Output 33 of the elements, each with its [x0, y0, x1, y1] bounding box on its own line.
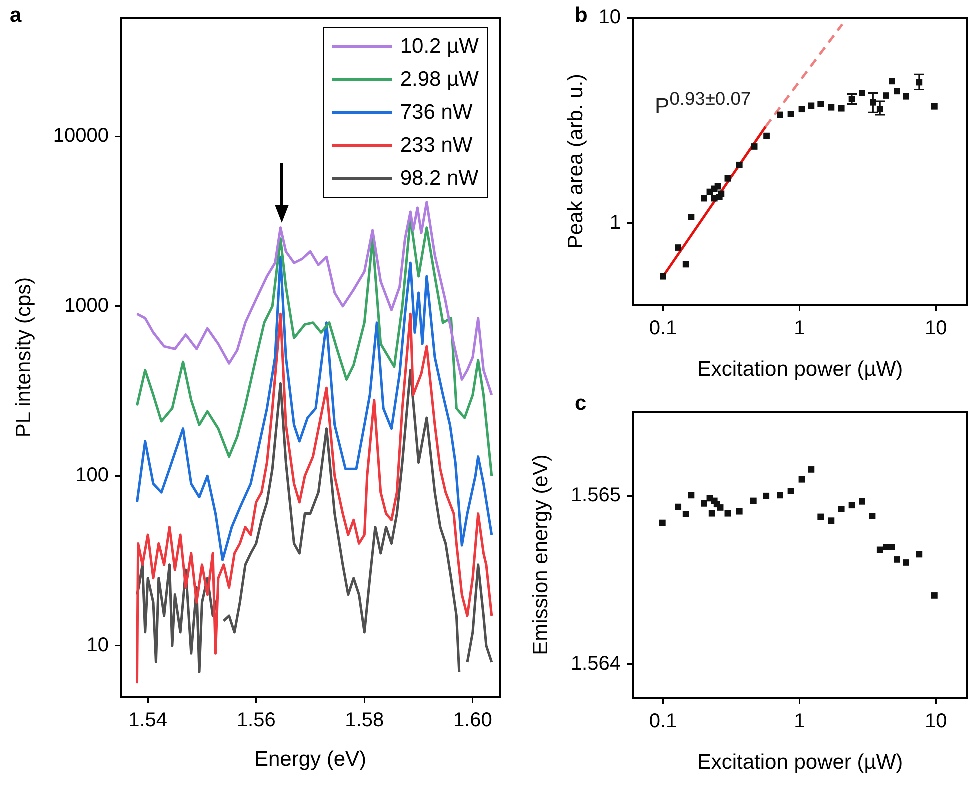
x-axis-title: Excitation power (µW): [697, 358, 904, 382]
x-tick-label: 0.1: [649, 318, 678, 340]
text: a: [10, 4, 22, 28]
legend-label: 233 nW: [400, 133, 473, 159]
y-tick-label: 10000: [53, 125, 109, 148]
y-tick-label: 1.565: [570, 484, 621, 507]
x-tick-label: 1.54: [128, 710, 168, 732]
legend-label: 736 nW: [400, 100, 473, 126]
x-axis-title: Excitation power (µW): [697, 751, 904, 774]
text: b: [575, 4, 588, 28]
y-tick-label: 1.564: [570, 652, 621, 675]
x-tick-label: 10: [924, 318, 948, 340]
text: c: [575, 392, 587, 416]
x-tick-label: 1: [794, 318, 806, 340]
x-tick-label: 1.60: [453, 710, 492, 732]
y-axis-title: Peak area (arb. u.): [564, 74, 588, 250]
y-tick-label: 1000: [64, 294, 109, 317]
y-axis-title: PL intensity (cps): [12, 277, 36, 438]
x-tick-label: 1.58: [345, 710, 384, 732]
y-axis-title: Emission energy (eV): [529, 454, 552, 656]
legend-label: 10.2 µW: [400, 34, 479, 60]
x-axis-title: Energy (eV): [254, 748, 367, 772]
legend-label: 98.2 nW: [400, 166, 479, 192]
legend-label: 2.98 µW: [400, 67, 479, 93]
x-tick-label: 0.1: [649, 710, 678, 733]
x-tick-label: 1: [794, 710, 806, 733]
annotation: P$^{0.93±0.07}$: [655, 88, 752, 120]
x-tick-label: 1.56: [236, 710, 276, 732]
y-tick-label: 10: [86, 634, 109, 656]
y-tick-label: 100: [76, 464, 109, 487]
y-tick-label: 1: [610, 212, 621, 234]
x-tick-label: 10: [924, 710, 948, 733]
y-tick-label: 10: [598, 6, 621, 29]
